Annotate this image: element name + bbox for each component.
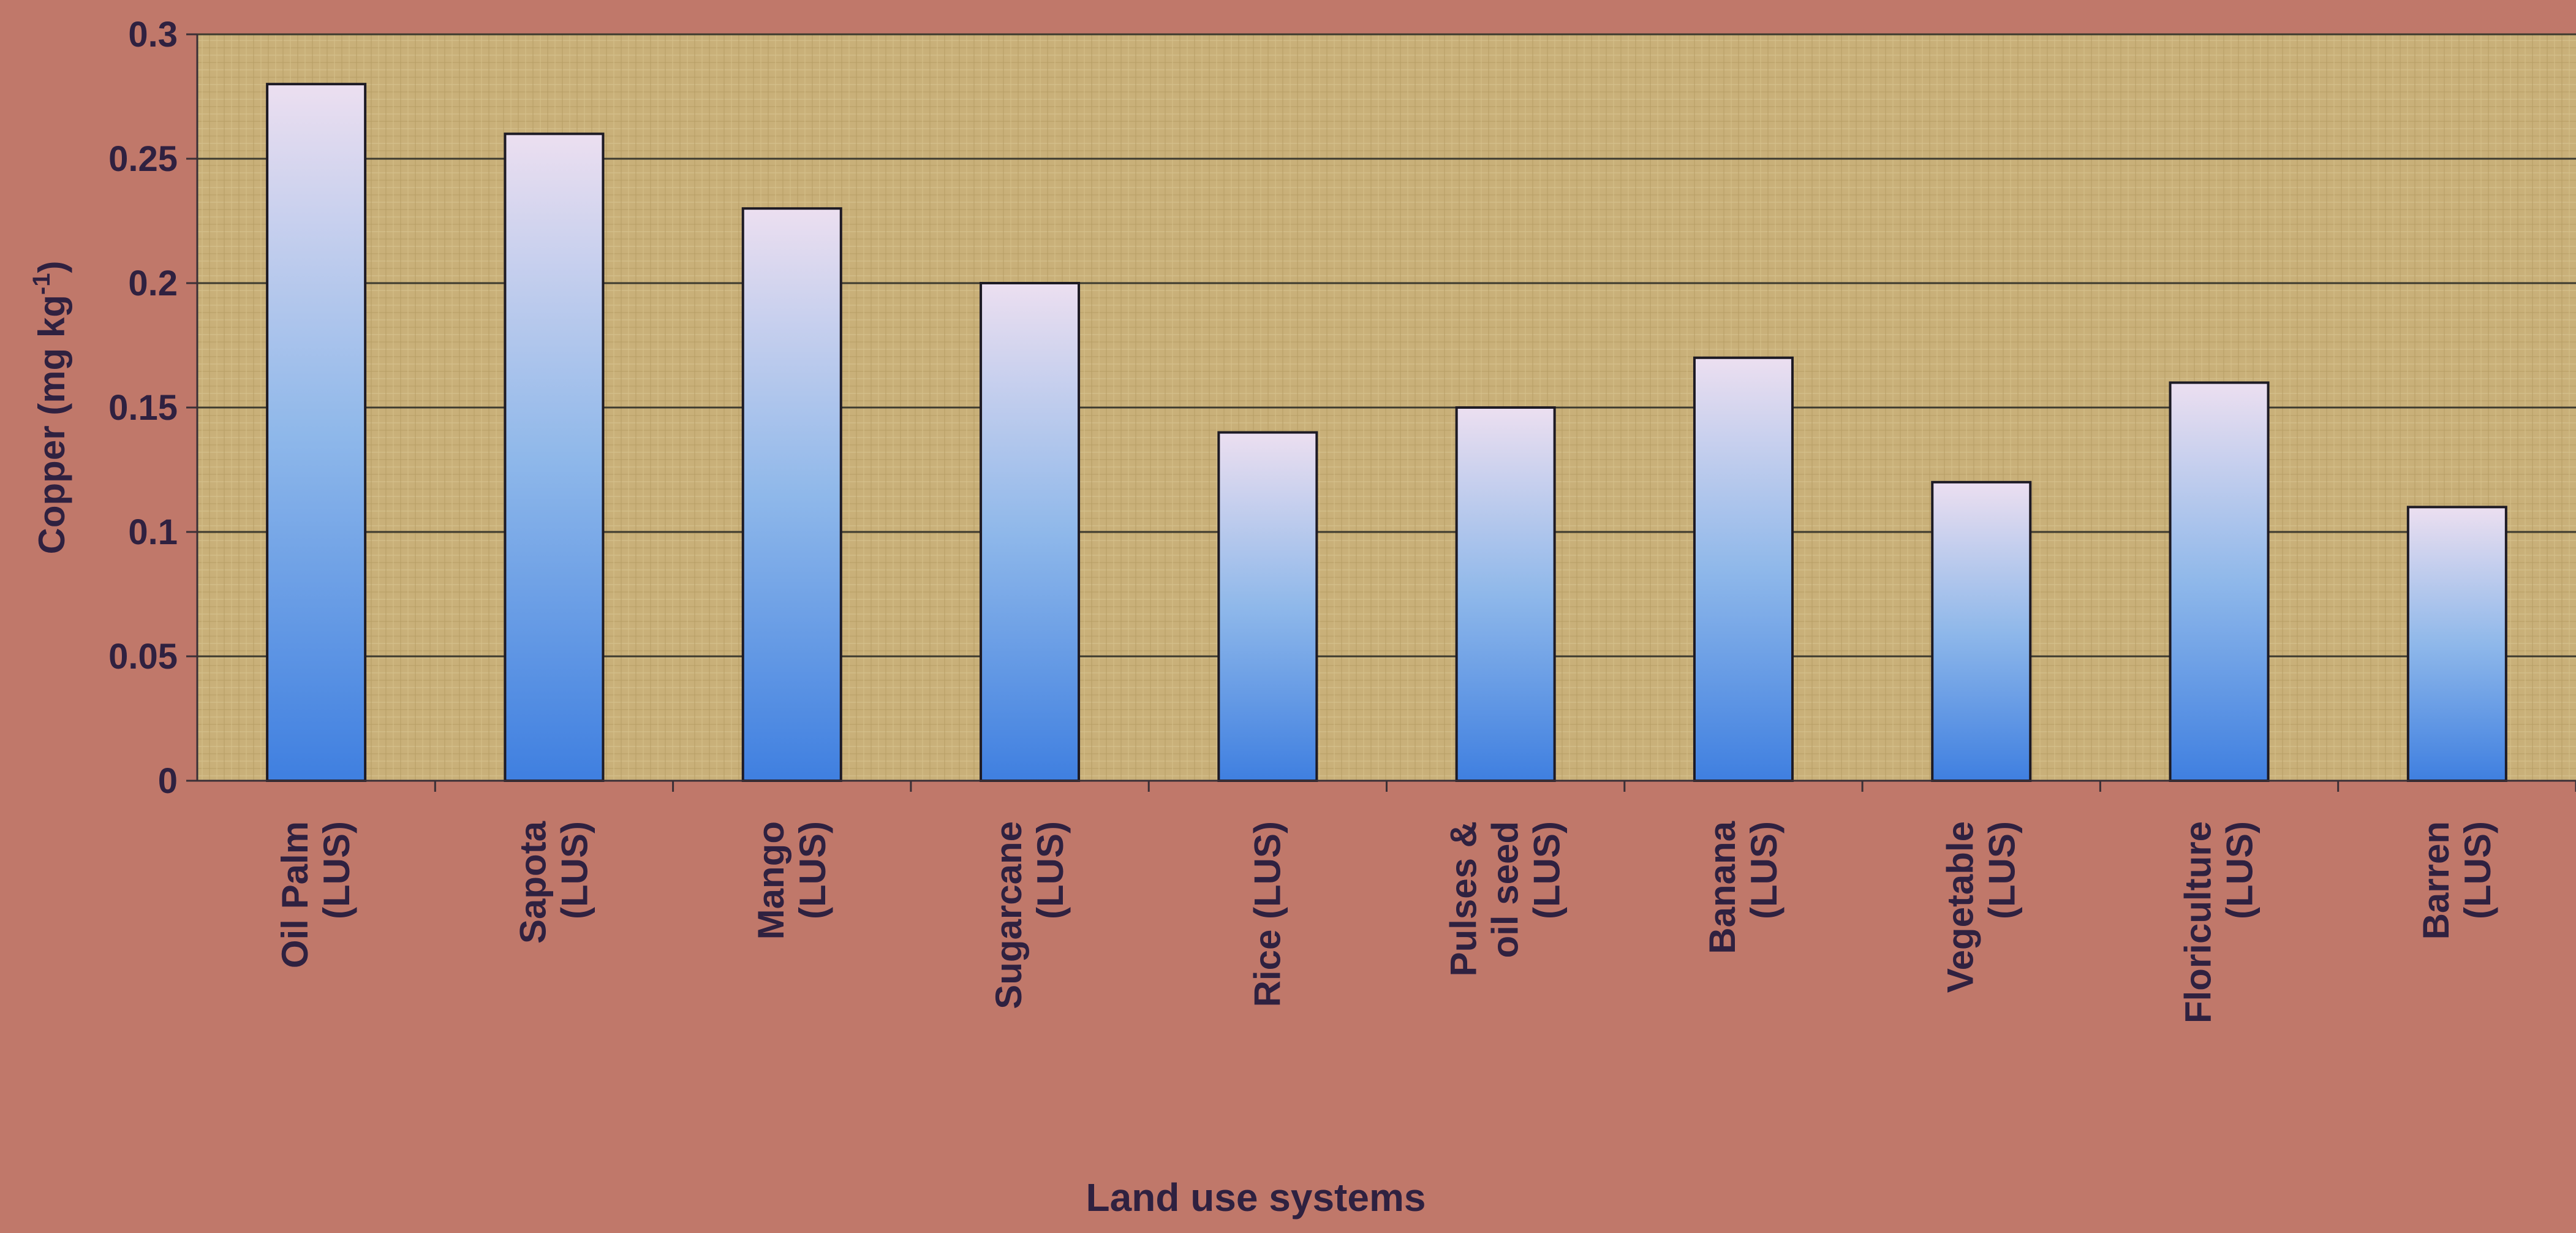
bar [1693,356,1794,782]
x-tick-label-line: Floriculture [2178,821,2219,1023]
x-tick-label: Pulses &oil seed(LUS) [1443,821,1568,976]
x-tick-label-line: (LUS) [1527,821,1568,919]
x-tick-label-line: oil seed [1485,821,1526,958]
x-tick-label-line: (LUS) [792,821,833,919]
y-tick-label: 0.25 [108,139,178,179]
y-tick-label: 0.1 [128,512,178,552]
x-tick-label: Mango(LUS) [750,821,833,939]
x-tick-label-line: Vegetable [1940,821,1981,993]
bar [504,132,605,782]
x-tick-label: Oil Palm(LUS) [274,821,357,968]
x-tick-label-line: Mango [750,821,791,939]
bar [266,83,367,783]
y-tick-label: 0.3 [128,15,178,55]
x-axis-title: Land use systems [1086,1175,1426,1220]
x-tick-label-line: Barren [2415,821,2457,939]
bar [2406,506,2507,783]
x-tick-label-line: (LUS) [316,821,357,919]
axes [186,33,2576,792]
x-tick-label-line: (LUS) [2457,821,2498,919]
x-tick-label-line: (LUS) [2219,821,2261,919]
x-tick-labels: Oil Palm(LUS) Sapota(LUS) Mango(LUS) Sugarc… [274,821,2498,1023]
x-tick-label-line: (LUS) [1743,821,1785,919]
bar [741,207,842,782]
x-tick-label-line: Sapota [512,821,553,944]
bar [1455,406,1556,782]
x-tick-label-line: (LUS) [554,821,595,919]
y-tick-label: 0.05 [108,637,178,677]
y-axis-title-superscript: -1 [28,273,55,295]
y-tick-label: 0.15 [108,388,178,428]
x-tick-label: Sugarcane(LUS) [988,821,1071,1009]
bar [980,282,1081,782]
x-tick-label: Banana(LUS) [1702,821,1785,954]
y-tick-label: 0 [158,761,178,801]
x-tick-label-line: (LUS) [1030,821,1071,919]
bar [1931,480,2032,782]
y-axis-title-close: ) [31,261,72,273]
x-tick-label: Floriculture(LUS) [2178,821,2261,1023]
x-tick-label-line: Banana [1702,821,1743,954]
y-axis-title-main: Copper (mg kg [31,295,72,554]
x-tick-label-line: Oil Palm [274,821,315,968]
bar [1217,431,1318,782]
x-tick-label-line: Sugarcane [988,821,1029,1009]
y-tick-label: 0.2 [128,264,178,303]
x-tick-label-line: Rice (LUS) [1247,821,1288,1007]
x-tick-label-line: Pulses & [1443,821,1484,976]
x-tick-label: Barren(LUS) [2415,821,2498,939]
x-tick-label-line: (LUS) [1981,821,2022,919]
y-axis-title: Copper (mg kg-1) [28,261,72,555]
bars [266,83,2507,783]
x-tick-label: Rice (LUS) [1247,821,1288,1007]
x-tick-label: Sapota(LUS) [512,821,595,944]
bar [2169,381,2270,782]
x-tick-label: Vegetable(LUS) [1940,821,2022,993]
y-tick-labels: 0 0.05 0.1 0.15 0.2 0.25 0.3 [108,15,178,801]
